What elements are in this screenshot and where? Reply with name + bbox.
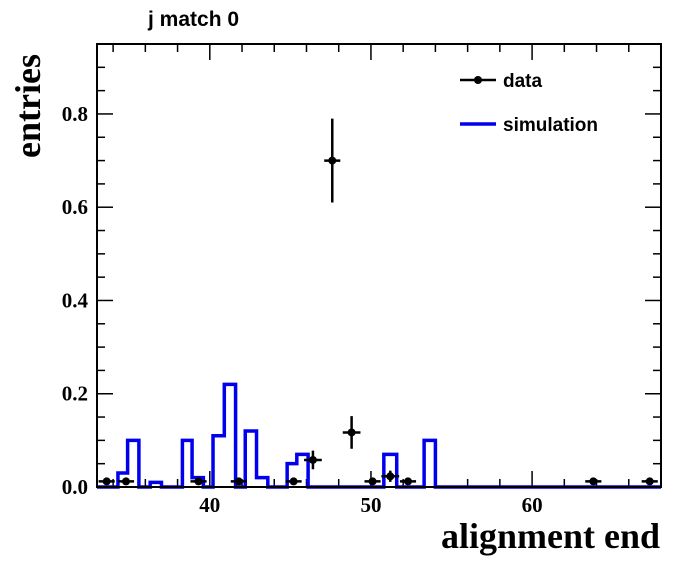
data-point bbox=[304, 450, 322, 470]
data-point bbox=[98, 477, 115, 486]
legend-data-marker bbox=[474, 76, 482, 84]
data-point bbox=[641, 477, 658, 486]
data-marker bbox=[328, 156, 337, 165]
data-point bbox=[399, 477, 417, 486]
data-point bbox=[230, 477, 247, 486]
y-tick-label: 0.2 bbox=[62, 382, 88, 406]
data-point bbox=[190, 477, 207, 486]
x-tick-label: 60 bbox=[522, 493, 543, 517]
simulation-series bbox=[97, 382, 661, 489]
data-point bbox=[117, 477, 135, 486]
x-axis-label: alignment end bbox=[441, 516, 660, 556]
y-tick-label: 0.8 bbox=[62, 102, 88, 126]
data-point bbox=[342, 416, 361, 449]
legend-label-data: data bbox=[503, 71, 543, 92]
data-marker bbox=[234, 477, 243, 486]
y-tick-label: 0.4 bbox=[62, 288, 89, 312]
data-marker bbox=[122, 477, 131, 486]
legend: data simulation bbox=[460, 71, 598, 136]
data-point bbox=[285, 477, 302, 486]
data-marker bbox=[194, 477, 203, 486]
data-point bbox=[381, 470, 400, 482]
data-marker bbox=[289, 477, 298, 486]
data-series bbox=[98, 118, 658, 486]
simulation-histogram-line bbox=[97, 382, 661, 489]
chart-title: j match 0 bbox=[147, 8, 239, 31]
data-marker bbox=[589, 477, 598, 486]
y-axis-label: entries bbox=[8, 54, 48, 158]
data-marker bbox=[102, 477, 111, 486]
legend-entry-simulation: simulation bbox=[460, 115, 598, 136]
data-point bbox=[585, 477, 602, 486]
data-marker bbox=[368, 477, 377, 486]
x-tick-label: 40 bbox=[199, 493, 220, 517]
y-tick-label: 0.0 bbox=[62, 475, 88, 499]
x-tick-label: 50 bbox=[360, 493, 381, 517]
legend-entry-data: data bbox=[460, 71, 543, 92]
data-marker bbox=[645, 477, 654, 486]
data-marker bbox=[404, 477, 413, 486]
plot-frame bbox=[96, 43, 662, 488]
data-marker bbox=[386, 472, 395, 481]
data-marker bbox=[347, 428, 356, 437]
legend-label-simulation: simulation bbox=[503, 115, 598, 136]
y-tick-label: 0.6 bbox=[62, 195, 88, 219]
data-point bbox=[324, 118, 341, 203]
data-point bbox=[364, 477, 381, 486]
data-marker bbox=[308, 455, 317, 464]
